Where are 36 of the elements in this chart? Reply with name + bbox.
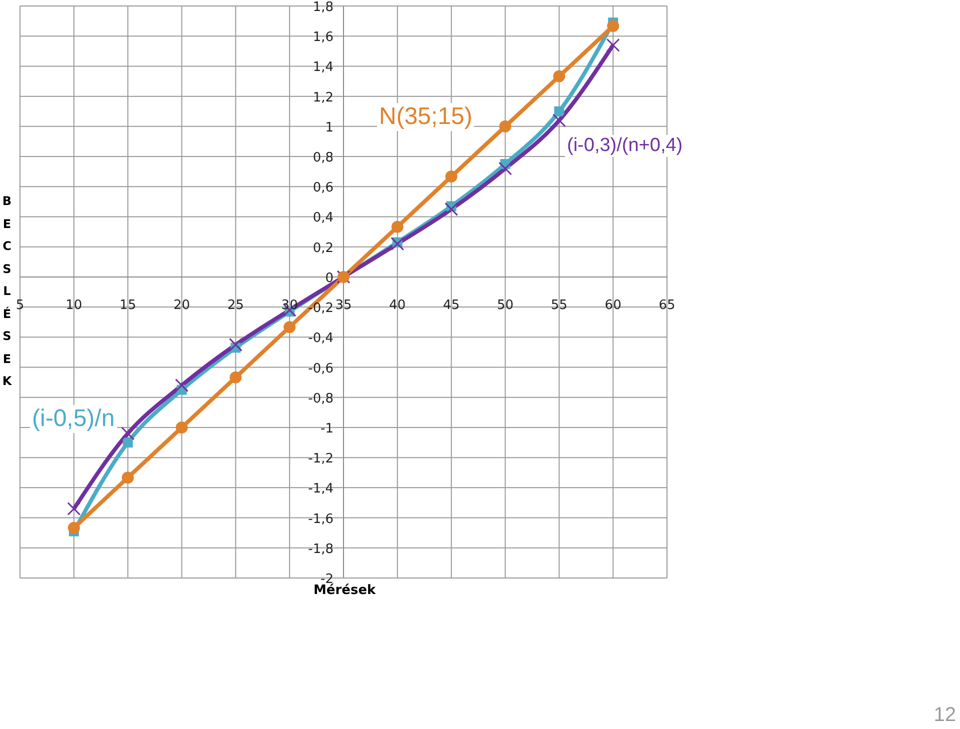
y-tick-label: 0,4 <box>312 210 334 226</box>
x-tick-label: 30 <box>281 298 298 313</box>
x-tick-label: 10 <box>66 298 82 313</box>
x-tick-label: 65 <box>658 298 676 313</box>
y-tick-label: 1,8 <box>312 0 334 15</box>
series-label: N(35;15) <box>377 103 474 131</box>
y-tick-label: -1,8 <box>308 542 334 557</box>
x-tick-label: 35 <box>335 298 352 313</box>
y-tick-label: -0,4 <box>308 331 334 346</box>
y-tick-label: -1 <box>320 421 334 436</box>
y-tick-label: -0,6 <box>308 361 334 376</box>
x-tick-label: 50 <box>496 298 514 313</box>
y-tick-label: 1 <box>325 120 334 136</box>
text: 12 <box>934 704 956 727</box>
y-tick-label: 1,6 <box>312 30 334 46</box>
y-tick-label: -0,8 <box>308 391 334 406</box>
text: BECSLÉSEK <box>2 194 12 388</box>
x-tick-label: 40 <box>389 298 406 313</box>
y-tick-label: 1,4 <box>312 60 334 76</box>
x-tick-label: 55 <box>550 298 568 313</box>
x-tick-label: 5 <box>16 298 24 313</box>
x-tick-label: 45 <box>443 298 460 313</box>
x-tick-label: 25 <box>227 298 244 313</box>
y-tick-label: 0,8 <box>312 150 334 166</box>
y-tick-label: -1,6 <box>308 512 334 527</box>
x-tick-label: 20 <box>173 298 190 313</box>
x-tick-label: 15 <box>120 298 136 313</box>
y-tick-label: 0 <box>325 270 334 286</box>
y-tick-label: -1,2 <box>308 452 334 467</box>
x-tick-label: 60 <box>604 298 622 313</box>
series-label: (i-0,5)/n <box>30 405 117 433</box>
y-tick-label: 0,2 <box>312 240 334 256</box>
y-tick-label: 0,6 <box>312 180 334 196</box>
y-tick-label: 1,2 <box>312 90 334 106</box>
series-label: (i-0,3)/(n+0,4) <box>565 135 685 157</box>
y-tick-label: -1,4 <box>308 482 334 497</box>
